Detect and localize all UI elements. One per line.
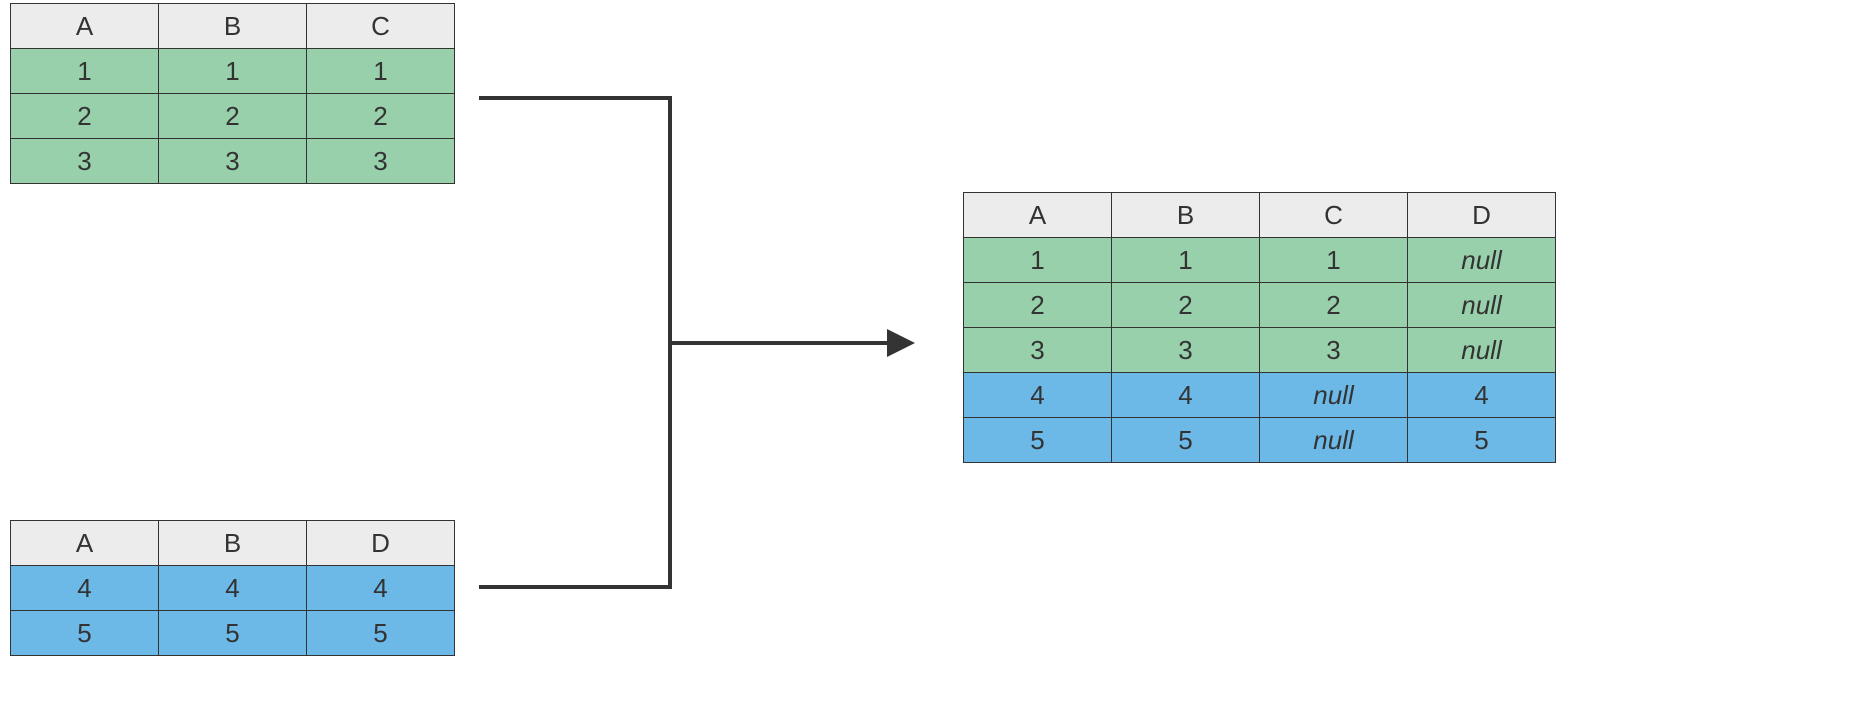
table-cell: null (1260, 418, 1408, 463)
table-cell: 1 (1112, 238, 1260, 283)
table-cell: 3 (159, 139, 307, 184)
arrow-head-icon (887, 329, 915, 357)
table-cell: null (1408, 328, 1556, 373)
table-cell: 1 (1260, 238, 1408, 283)
table-cell: 2 (11, 94, 159, 139)
column-header: D (1408, 193, 1556, 238)
table-cell: 4 (11, 566, 159, 611)
table-cell: 2 (159, 94, 307, 139)
table-cell: 5 (1112, 418, 1260, 463)
column-header: A (964, 193, 1112, 238)
table-cell: 4 (1408, 373, 1556, 418)
table-cell: 4 (307, 566, 455, 611)
table-cell: 1 (964, 238, 1112, 283)
table-cell: 3 (1260, 328, 1408, 373)
column-header: C (307, 4, 455, 49)
table-cell: 4 (159, 566, 307, 611)
table-cell: null (1408, 283, 1556, 328)
table-cell: 4 (1112, 373, 1260, 418)
table-cell: 5 (1408, 418, 1556, 463)
table-cell: 1 (11, 49, 159, 94)
column-header: B (1112, 193, 1260, 238)
table-cell: 3 (307, 139, 455, 184)
table-cell: null (1260, 373, 1408, 418)
table-cell: 5 (964, 418, 1112, 463)
column-header: D (307, 521, 455, 566)
input-table-bottom: ABD444555 (10, 520, 455, 656)
table-cell: 3 (1112, 328, 1260, 373)
table-cell: 2 (1260, 283, 1408, 328)
table-cell: null (1408, 238, 1556, 283)
column-header: B (159, 4, 307, 49)
output-table: ABCD111null222null333null44null455null5 (963, 192, 1556, 463)
table-cell: 5 (307, 611, 455, 656)
table-cell: 2 (1112, 283, 1260, 328)
column-header: A (11, 4, 159, 49)
table-cell: 1 (307, 49, 455, 94)
column-header: C (1260, 193, 1408, 238)
table-cell: 3 (964, 328, 1112, 373)
table-cell: 2 (307, 94, 455, 139)
column-header: B (159, 521, 307, 566)
table-cell: 5 (159, 611, 307, 656)
table-cell: 3 (11, 139, 159, 184)
table-cell: 4 (964, 373, 1112, 418)
column-header: A (11, 521, 159, 566)
table-cell: 5 (11, 611, 159, 656)
table-cell: 2 (964, 283, 1112, 328)
table-cell: 1 (159, 49, 307, 94)
input-table-top: ABC111222333 (10, 3, 455, 184)
